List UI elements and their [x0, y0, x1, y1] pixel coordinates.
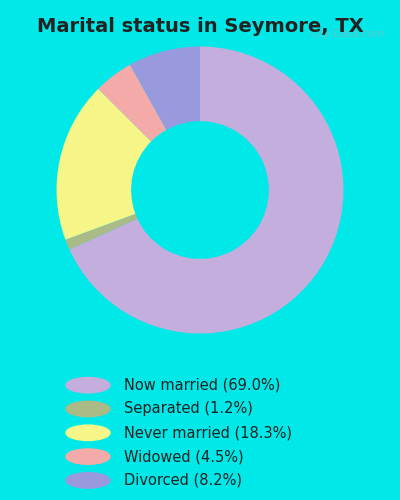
Circle shape [66, 402, 110, 416]
Wedge shape [98, 64, 166, 142]
Text: Separated (1.2%): Separated (1.2%) [124, 402, 253, 416]
Text: Never married (18.3%): Never married (18.3%) [124, 426, 292, 440]
Text: Divorced (8.2%): Divorced (8.2%) [124, 473, 242, 488]
Circle shape [66, 449, 110, 464]
Circle shape [66, 378, 110, 393]
Wedge shape [130, 46, 200, 130]
Text: Now married (69.0%): Now married (69.0%) [124, 378, 280, 392]
Wedge shape [56, 89, 151, 240]
Wedge shape [70, 46, 344, 334]
Wedge shape [66, 214, 137, 250]
Text: Marital status in Seymore, TX: Marital status in Seymore, TX [37, 18, 363, 36]
Circle shape [66, 425, 110, 440]
Text: City-Data.com: City-Data.com [310, 29, 384, 39]
Text: Widowed (4.5%): Widowed (4.5%) [124, 449, 244, 464]
Circle shape [66, 472, 110, 488]
